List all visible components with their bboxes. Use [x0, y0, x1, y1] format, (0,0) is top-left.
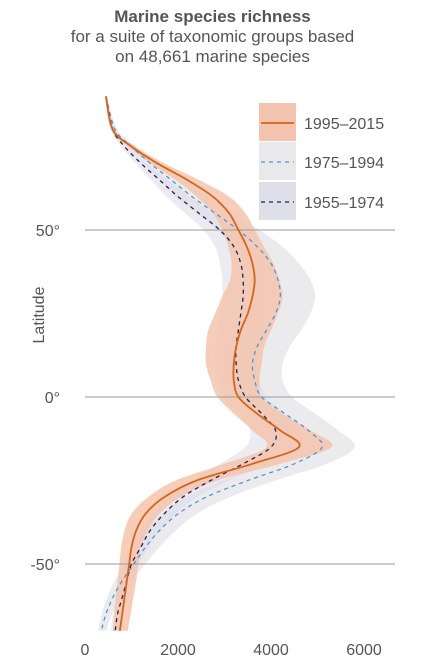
chart-subtitle-line-1: for a suite of taxonomic groups based: [70, 27, 355, 46]
band-1995-2015: [105, 96, 333, 631]
line-1955-1974: [105, 96, 277, 631]
y-tick-labels: 50° 0° -50°: [30, 223, 60, 574]
legend-label-1995-2015: 1995–2015: [304, 116, 384, 133]
x-tick-label-3: 6000: [346, 642, 382, 659]
y-tick-label-2: -50°: [30, 557, 60, 574]
y-tick-label-1: 0°: [45, 390, 60, 407]
legend-label-1955-1974: 1955–1974: [304, 195, 384, 212]
legend-swatch-1975-1994: [259, 142, 296, 180]
uncertainty-bands: [98, 96, 355, 631]
chart-header: Marine species richness for a suite of t…: [0, 6, 425, 67]
line-1975-1994: [100, 96, 324, 631]
x-tick-label-2: 4000: [253, 642, 289, 659]
legend-swatch-1955-1974: [259, 182, 296, 220]
legend-label-1975-1994: 1975–1994: [304, 155, 384, 172]
chart-title: Marine species richness: [114, 7, 311, 26]
y-axis-label: Latitude: [31, 286, 48, 343]
x-tick-label-1: 2000: [160, 642, 196, 659]
legend-swatch-1995-2015: [259, 103, 296, 141]
legend: 1995–2015 1975–1994 1955–1974: [259, 103, 384, 220]
y-tick-label-0: 50°: [36, 223, 60, 240]
series-lines: [100, 96, 324, 631]
x-tick-label-0: 0: [81, 642, 90, 659]
chart-subtitle-line-2: on 48,661 marine species: [115, 47, 310, 66]
line-1995-2015: [105, 96, 301, 631]
x-tick-labels: 0 2000 4000 6000: [81, 642, 382, 659]
latitude-gridlines: [85, 229, 395, 565]
